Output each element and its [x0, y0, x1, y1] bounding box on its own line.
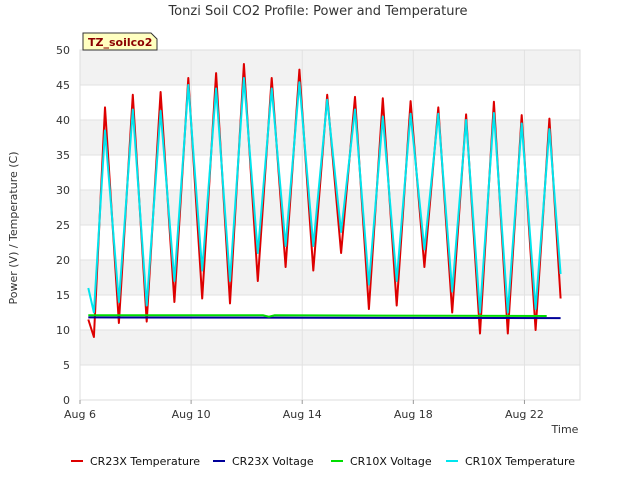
plot-band: [80, 85, 580, 120]
y-tick-label: 40: [56, 114, 70, 127]
legend-item: CR23X Voltage: [213, 455, 314, 468]
chart-title: Tonzi Soil CO2 Profile: Power and Temper…: [167, 4, 467, 19]
plot-band: [80, 190, 580, 225]
site-badge: TZ_soilco2: [82, 32, 158, 51]
site-badge-label: TZ_soilco2: [88, 36, 152, 49]
y-tick-label: 30: [56, 184, 70, 197]
x-tick-label: Aug 18: [394, 408, 433, 421]
y-tick-label: 25: [56, 219, 70, 232]
legend-item: CR23X Temperature: [71, 455, 200, 468]
plot-band: [80, 365, 580, 400]
x-tick-label: Aug 22: [505, 408, 544, 421]
series-group: [87, 63, 562, 338]
site-badge-box: [82, 32, 158, 51]
legend-item: CR10X Temperature: [446, 455, 575, 468]
legend-label: CR10X Temperature: [465, 455, 575, 468]
y-tick-label: 15: [56, 289, 70, 302]
y-tick-label: 5: [63, 359, 70, 372]
legend-item: CR10X Voltage: [331, 455, 432, 468]
legend-label: CR10X Voltage: [350, 455, 432, 468]
x-tick-label: Aug 14: [283, 408, 322, 421]
legend-label: CR23X Temperature: [90, 455, 200, 468]
legend-label: CR23X Voltage: [232, 455, 314, 468]
y-tick-label: 10: [56, 324, 70, 337]
plot-band: [80, 225, 580, 260]
y-tick-label: 35: [56, 149, 70, 162]
plot-band: [80, 260, 580, 295]
y-tick-label: 20: [56, 254, 70, 267]
series-line-cr10x-voltage: [88, 314, 547, 318]
series-line-cr10x-temperature: [87, 77, 562, 314]
x-axis-label: Time: [551, 423, 579, 436]
x-tick-label: Aug 6: [64, 408, 96, 421]
y-tick-label: 0: [63, 394, 70, 407]
x-axis-ticks: Aug 6 Aug 10 Aug 14 Aug 18 Aug 22: [64, 400, 544, 421]
series-line-cr23x-voltage: [88, 316, 561, 320]
x-tick-label: Aug 10: [172, 408, 211, 421]
plot-band: [80, 295, 580, 330]
plot-border: [79, 49, 581, 401]
y-axis-label: Power (V) / Temperature (C): [7, 151, 20, 304]
y-tick-label: 45: [56, 79, 70, 92]
plot-band: [80, 50, 580, 85]
legend: CR23X Temperature CR23X Voltage CR10X Volt…: [71, 455, 575, 468]
y-axis-ticks: 0 5 10 15 20 25 30 35 40 45 50: [56, 44, 70, 407]
plot-band: [80, 330, 580, 365]
y-tick-label: 50: [56, 44, 70, 57]
